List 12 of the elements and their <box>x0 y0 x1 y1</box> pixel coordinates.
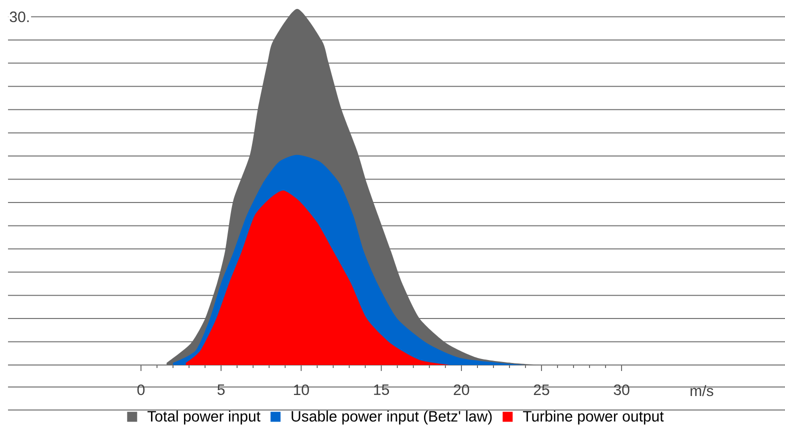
x-tick-label: 5 <box>218 384 225 395</box>
x-tick-label: 0 <box>137 384 145 396</box>
x-tick-label: 20 <box>454 384 470 396</box>
x-tick-label: 15 <box>374 384 389 395</box>
x-tick-label: 10 <box>294 384 309 396</box>
annotation: 30. <box>10 12 29 22</box>
legend-label: Usable power input (Betz' law) <box>292 410 492 425</box>
x-tick-label: 25 <box>534 384 550 396</box>
legend-label: Turbine power output <box>522 410 664 425</box>
x-tick-label: 30 <box>614 384 630 396</box>
legend-label: Total power input <box>147 410 260 425</box>
x-axis-title: m/s <box>690 385 714 396</box>
